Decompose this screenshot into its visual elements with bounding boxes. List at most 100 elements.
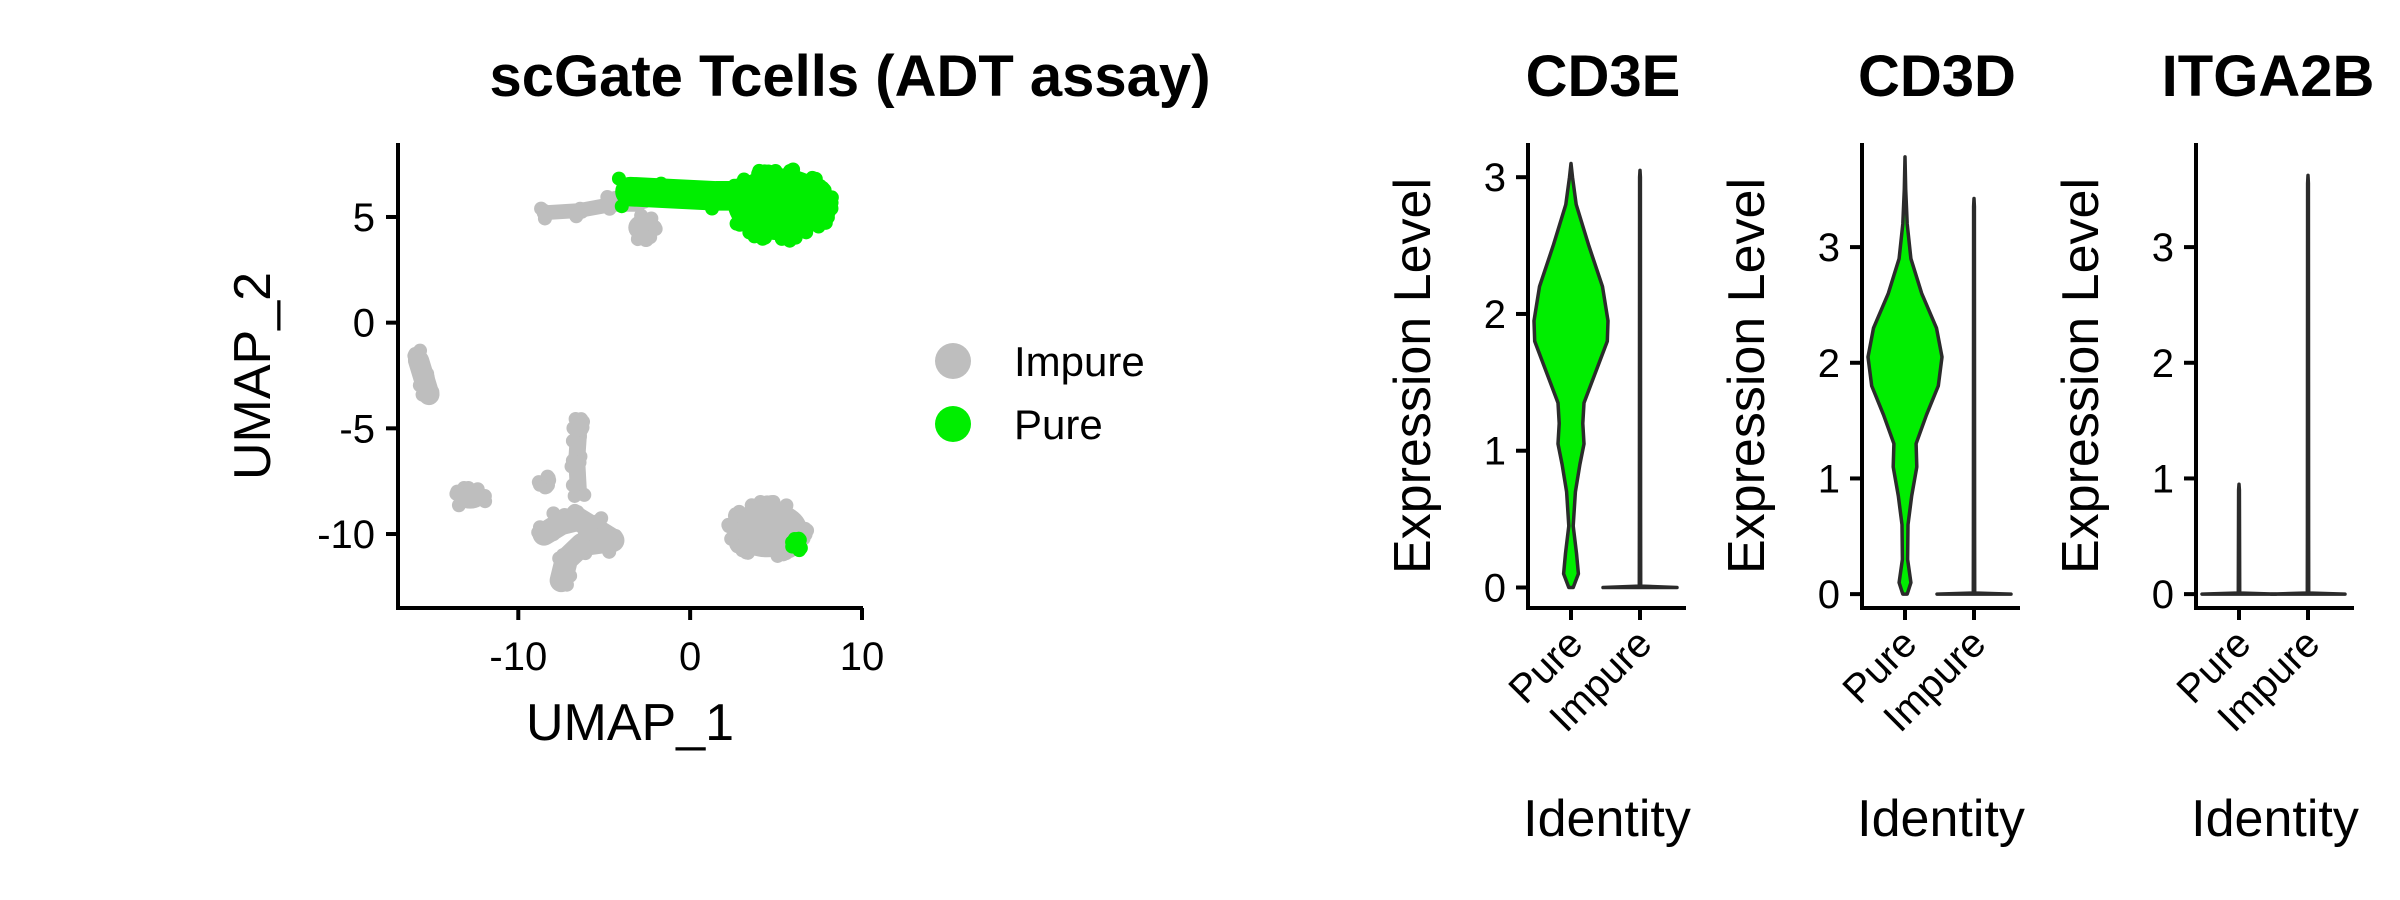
violin-y-axis-title: Expression Level [1384, 178, 1442, 574]
umap-ticks: -10 0 10 5 0 -5 -10 [317, 196, 884, 679]
umap-point [546, 506, 561, 521]
umap-point [609, 533, 624, 548]
umap-y-tick-label: 5 [353, 196, 375, 240]
umap-point [721, 519, 736, 534]
violin-y-tick-label: 1 [2152, 457, 2174, 501]
umap-point [654, 176, 669, 191]
umap-point [644, 211, 659, 226]
violin-y-tick-label: 2 [1818, 342, 1840, 386]
umap-point [788, 230, 803, 245]
umap-point [700, 193, 715, 208]
umap-point [450, 484, 465, 499]
violin-pure [2200, 482, 2278, 596]
umap-cluster-body [615, 176, 766, 211]
violin-y-axis-title: Expression Level [2052, 178, 2110, 574]
violin-y-tick-label: 1 [1818, 457, 1840, 501]
violin-y-tick-label: 3 [1484, 156, 1506, 200]
umap-point [602, 201, 617, 216]
umap-point [567, 488, 582, 503]
umap-point [569, 513, 584, 528]
umap-point [602, 544, 617, 559]
umap-point [792, 532, 807, 547]
umap-point [578, 538, 593, 553]
umap-x-tick-label: -10 [489, 635, 547, 679]
umap-point [574, 204, 589, 219]
umap-point [744, 498, 759, 513]
umap-cluster-impure [449, 480, 493, 513]
violin-y-tick-label: 0 [1484, 566, 1506, 610]
umap-y-tick-label: -10 [317, 513, 375, 557]
violin-impure [2269, 173, 2347, 596]
umap-point [752, 201, 767, 216]
umap-y-tick-label: 0 [353, 302, 375, 346]
umap-point [575, 420, 590, 435]
umap-point [407, 353, 422, 368]
legend: Impure Pure [935, 338, 1145, 448]
violin-x-axis-title: Identity [2191, 790, 2359, 848]
umap-cluster-pure [611, 171, 769, 216]
umap-point [742, 225, 757, 240]
legend-label-impure: Impure [1014, 338, 1145, 385]
umap-point [611, 171, 626, 186]
umap-point [614, 199, 629, 214]
umap-panel: scGate Tcells (ADT assay) -10 0 10 5 0 -5-10 … [224, 44, 1211, 752]
violin-pure [1532, 161, 1610, 590]
umap-point [638, 233, 653, 248]
violin-y-tick-label: 0 [1818, 573, 1840, 617]
umap-point [565, 433, 580, 448]
umap-cluster-impure [407, 343, 440, 406]
umap-point [727, 509, 742, 524]
violin-impure [1935, 196, 2013, 596]
umap-x-tick-label: 10 [840, 635, 885, 679]
umap-point [750, 190, 765, 205]
violin-title: CD3D [1858, 44, 2016, 109]
umap-x-axis-title: UMAP_1 [526, 694, 734, 752]
violin-title: CD3E [1526, 44, 1681, 109]
violin-y-tick-label: 3 [1818, 226, 1840, 270]
violin-y-tick-label: 1 [1484, 430, 1506, 474]
umap-point [546, 522, 561, 537]
umap-point [751, 166, 766, 181]
umap-point [569, 476, 584, 491]
umap-point [824, 190, 839, 205]
violin-x-axis-title: Identity [1523, 790, 1691, 848]
violin-title: ITGA2B [2162, 44, 2375, 109]
umap-point [470, 482, 485, 497]
umap-point [735, 543, 750, 558]
umap-point [724, 531, 739, 546]
umap-point [540, 469, 555, 484]
umap-point [799, 225, 814, 240]
violin-y-tick-label: 2 [2152, 342, 2174, 386]
umap-x-tick-label: 0 [679, 635, 701, 679]
umap-point-clouds [407, 162, 839, 593]
umap-cluster-impure [531, 469, 557, 495]
umap-point [760, 495, 775, 510]
violin-y-tick-label: 2 [1484, 293, 1506, 337]
umap-cluster-impure [564, 421, 592, 503]
umap-y-tick-label: -5 [339, 407, 375, 451]
umap-point [779, 498, 794, 513]
violin-impure [1601, 168, 1679, 590]
umap-point [774, 231, 789, 246]
violin-y-tick-label: 3 [2152, 226, 2174, 270]
umap-point [648, 221, 663, 236]
umap-title: scGate Tcells (ADT assay) [489, 44, 1210, 109]
umap-point [786, 162, 801, 177]
umap-point [552, 551, 567, 566]
legend-label-pure: Pure [1014, 401, 1103, 448]
umap-point [805, 170, 820, 185]
umap-point [577, 527, 592, 542]
violin-y-tick-label: 0 [2152, 573, 2174, 617]
umap-point [672, 185, 687, 200]
violin-pure [1866, 155, 1944, 596]
violin-y-axis-title: Expression Level [1718, 178, 1776, 574]
umap-point [755, 231, 770, 246]
umap-point [792, 543, 807, 558]
umap-point [478, 494, 493, 509]
umap-point [565, 453, 580, 468]
legend-swatch-impure [935, 343, 971, 379]
